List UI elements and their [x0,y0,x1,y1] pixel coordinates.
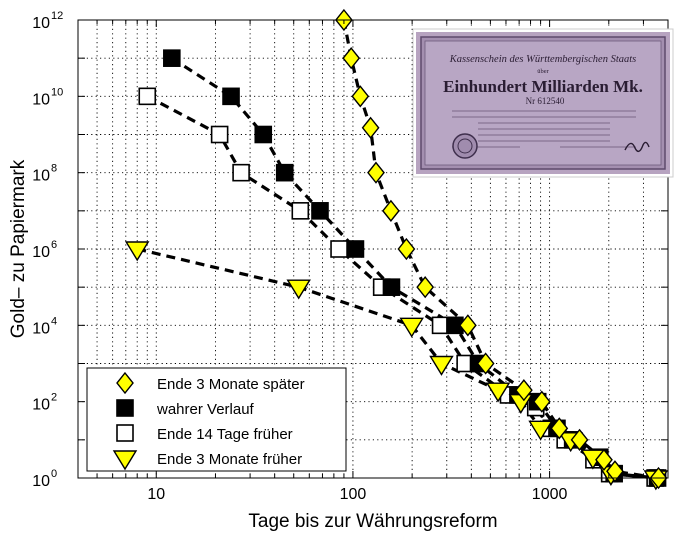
data-point-series-1 [458,314,477,337]
grid [78,20,668,478]
banknote-signature [624,141,650,153]
y-tick-label: 100 [32,468,57,490]
legend-symbol-4 [112,450,138,471]
data-point-series-1 [550,417,569,440]
data-point-series-1 [367,161,385,184]
y-tick-label: 102 [32,392,57,414]
data-point-series-4 [429,355,454,376]
data-point-series-4 [528,420,553,441]
legend-symbols [112,371,138,471]
legend-symbol-1 [116,371,134,395]
data-point-series-1 [532,390,551,413]
data-point-series-1 [476,352,495,375]
banknote-line3: Einhundert Milliarden Mk. [443,77,643,96]
x-tick-label: 1000 [532,486,568,503]
legend: Ende 3 Monate später wahrer Verlauf Ende… [86,367,347,472]
data-point-series-1 [361,116,380,139]
y-tick-labels: 100 102 104 106 108 1010 1012 [32,10,63,490]
data-point-series-1 [595,448,613,471]
data-point-series-2 [222,87,240,106]
x-axis-label: Tage bis zur Währungsreform [248,511,497,532]
legend-symbol-2 [116,399,134,417]
legend-label-4: Ende 3 Monate früher [157,451,302,468]
data-point-series-2 [382,278,401,296]
data-point-series-1 [397,237,416,261]
data-point-series-1 [416,276,435,299]
x-tick-label: 100 [340,486,367,503]
data-point-series-2 [346,240,365,258]
data-point-series-3 [210,125,229,144]
y-tick-label: 1012 [32,10,63,32]
data-point-series-1 [342,47,361,70]
data-point-series-1 [606,460,624,483]
data-point-series-1 [382,199,400,222]
banknote-line2: über [537,68,549,75]
legend-label-1: Ende 3 Monate später [157,376,305,393]
data-point-series-3 [138,87,157,106]
series-markers [124,8,669,491]
data-point-series-1 [570,428,589,451]
data-point-series-2 [311,202,329,220]
data-point-series-4 [485,382,511,403]
banknote-seal [452,133,478,159]
banknote-serial: Nr 612540 [526,96,565,106]
banknote-line1: Kassenschein des Württembergischen Staat… [449,54,637,65]
data-point-series-1 [351,85,370,108]
legend-symbol-3 [116,424,134,442]
data-point-series-3 [232,163,250,182]
banknote-image: Kassenschein des Württembergischen Staat… [412,28,674,178]
y-tick-label: 108 [32,163,57,185]
data-point-series-2 [275,163,294,182]
y-tick-label: 106 [32,239,57,261]
x-tick-labels: 10 100 1000 [147,486,567,503]
data-point-series-3 [291,202,310,220]
legend-label-2: wahrer Verlauf [156,401,255,418]
data-point-series-1 [514,379,533,402]
legend-label-3: Ende 14 Tage früher [157,426,293,443]
y-axis-label: Gold– zu Papiermark [8,159,29,338]
data-point-series-4 [124,241,150,262]
data-point-series-4 [399,317,424,338]
data-point-series-2 [254,125,273,144]
y-tick-label: 1010 [32,86,63,108]
x-tick-label: 10 [147,486,165,503]
data-point-series-3 [330,240,348,258]
data-point-series-2 [163,49,181,67]
data-point-series-4 [286,279,311,300]
series-line-2 [170,56,658,480]
y-tick-label: 104 [32,315,57,337]
